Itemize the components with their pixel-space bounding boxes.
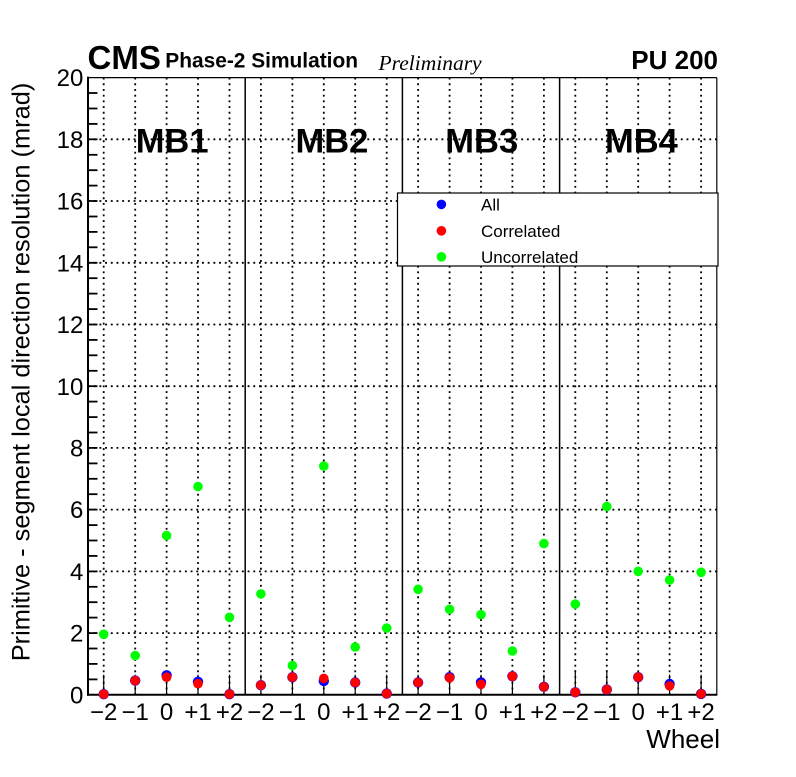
svg-text:Correlated: Correlated xyxy=(481,222,560,241)
svg-text:−2: −2 xyxy=(404,699,431,726)
svg-text:+1: +1 xyxy=(656,699,683,726)
svg-text:PU 200: PU 200 xyxy=(631,45,718,75)
svg-text:+2: +2 xyxy=(216,699,243,726)
svg-text:0: 0 xyxy=(317,699,330,726)
svg-text:Wheel: Wheel xyxy=(646,724,720,754)
svg-text:MB2: MB2 xyxy=(296,122,369,160)
svg-text:16: 16 xyxy=(57,189,84,216)
svg-text:−1: −1 xyxy=(593,699,620,726)
svg-text:−2: −2 xyxy=(90,699,117,726)
svg-text:+2: +2 xyxy=(530,699,557,726)
svg-text:8: 8 xyxy=(70,436,83,463)
svg-text:6: 6 xyxy=(70,497,83,524)
svg-text:+1: +1 xyxy=(499,699,526,726)
svg-text:−1: −1 xyxy=(279,699,306,726)
svg-text:0: 0 xyxy=(632,699,645,726)
svg-text:Preliminary: Preliminary xyxy=(378,51,483,75)
svg-text:0: 0 xyxy=(160,699,173,726)
svg-text:+2: +2 xyxy=(687,699,714,726)
svg-text:20: 20 xyxy=(57,65,84,92)
svg-text:18: 18 xyxy=(57,127,84,154)
svg-text:+1: +1 xyxy=(342,699,369,726)
svg-text:MB3: MB3 xyxy=(445,122,518,160)
svg-text:−2: −2 xyxy=(562,699,589,726)
svg-text:14: 14 xyxy=(57,250,84,277)
svg-text:All: All xyxy=(481,196,500,215)
svg-text:Primitive - segment local dire: Primitive - segment local direction reso… xyxy=(8,83,36,662)
svg-text:2: 2 xyxy=(70,621,83,648)
svg-text:0: 0 xyxy=(70,682,83,709)
svg-text:−1: −1 xyxy=(122,699,149,726)
svg-text:Uncorrelated: Uncorrelated xyxy=(481,248,578,267)
svg-text:−2: −2 xyxy=(247,699,274,726)
svg-text:−1: −1 xyxy=(436,699,463,726)
svg-text:4: 4 xyxy=(70,559,83,586)
svg-text:MB1: MB1 xyxy=(136,122,209,160)
svg-text:12: 12 xyxy=(57,312,84,339)
svg-text:Phase-2 Simulation: Phase-2 Simulation xyxy=(165,50,358,73)
svg-text:CMS: CMS xyxy=(88,39,161,76)
svg-text:10: 10 xyxy=(57,374,84,401)
svg-text:MB4: MB4 xyxy=(605,122,678,160)
svg-text:0: 0 xyxy=(474,699,487,726)
svg-text:+2: +2 xyxy=(373,699,400,726)
svg-text:+1: +1 xyxy=(184,699,211,726)
